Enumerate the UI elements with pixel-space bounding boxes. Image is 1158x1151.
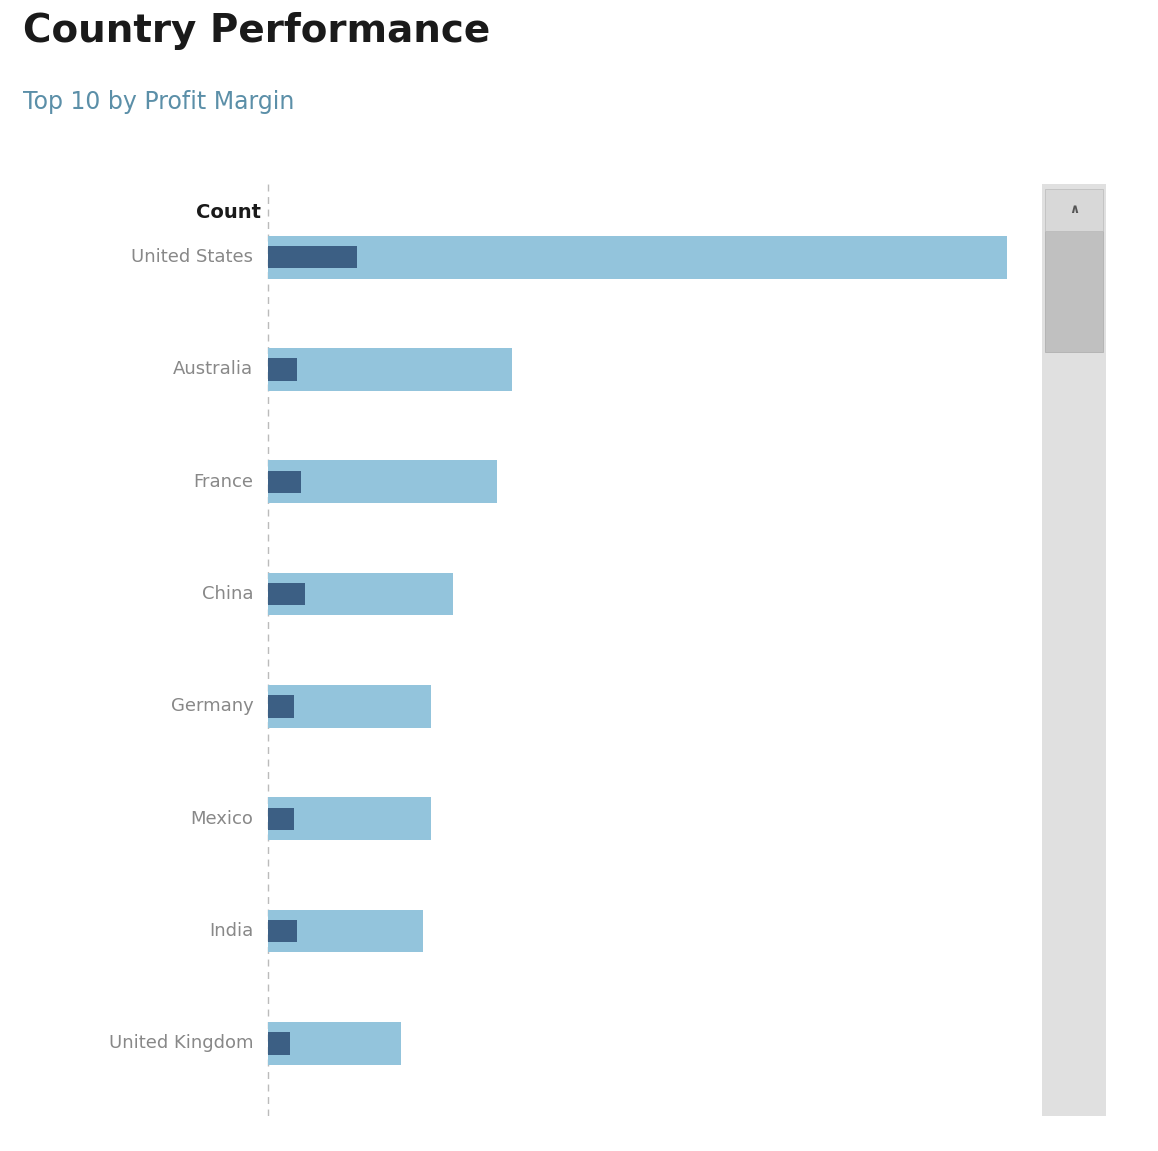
- Bar: [267, 695, 294, 717]
- Bar: [267, 920, 298, 943]
- Text: India: India: [210, 922, 254, 940]
- Bar: [267, 358, 298, 381]
- Text: United Kingdom: United Kingdom: [109, 1035, 254, 1052]
- Text: Top 10 by Profit Margin: Top 10 by Profit Margin: [23, 90, 294, 114]
- Bar: [267, 236, 1006, 279]
- Bar: [267, 584, 305, 605]
- Text: Germany: Germany: [170, 698, 254, 716]
- Bar: [267, 808, 294, 830]
- Bar: [267, 1032, 291, 1054]
- Text: Mexico: Mexico: [191, 810, 254, 828]
- Text: Country: Country: [196, 204, 283, 222]
- Text: ∧: ∧: [1069, 204, 1079, 216]
- Bar: [267, 246, 357, 268]
- Bar: [267, 348, 512, 391]
- Bar: [267, 685, 431, 727]
- Bar: [267, 471, 301, 493]
- Bar: [1046, 189, 1102, 230]
- Text: France: France: [193, 473, 254, 490]
- Bar: [267, 573, 453, 616]
- Bar: [267, 798, 431, 840]
- Text: United States: United States: [131, 249, 254, 266]
- Bar: [1046, 230, 1102, 352]
- Bar: [267, 909, 423, 953]
- Bar: [267, 460, 497, 503]
- Text: Australia: Australia: [174, 360, 254, 379]
- Bar: [267, 1022, 401, 1065]
- Text: China: China: [201, 585, 254, 603]
- Text: Country Performance: Country Performance: [23, 12, 490, 49]
